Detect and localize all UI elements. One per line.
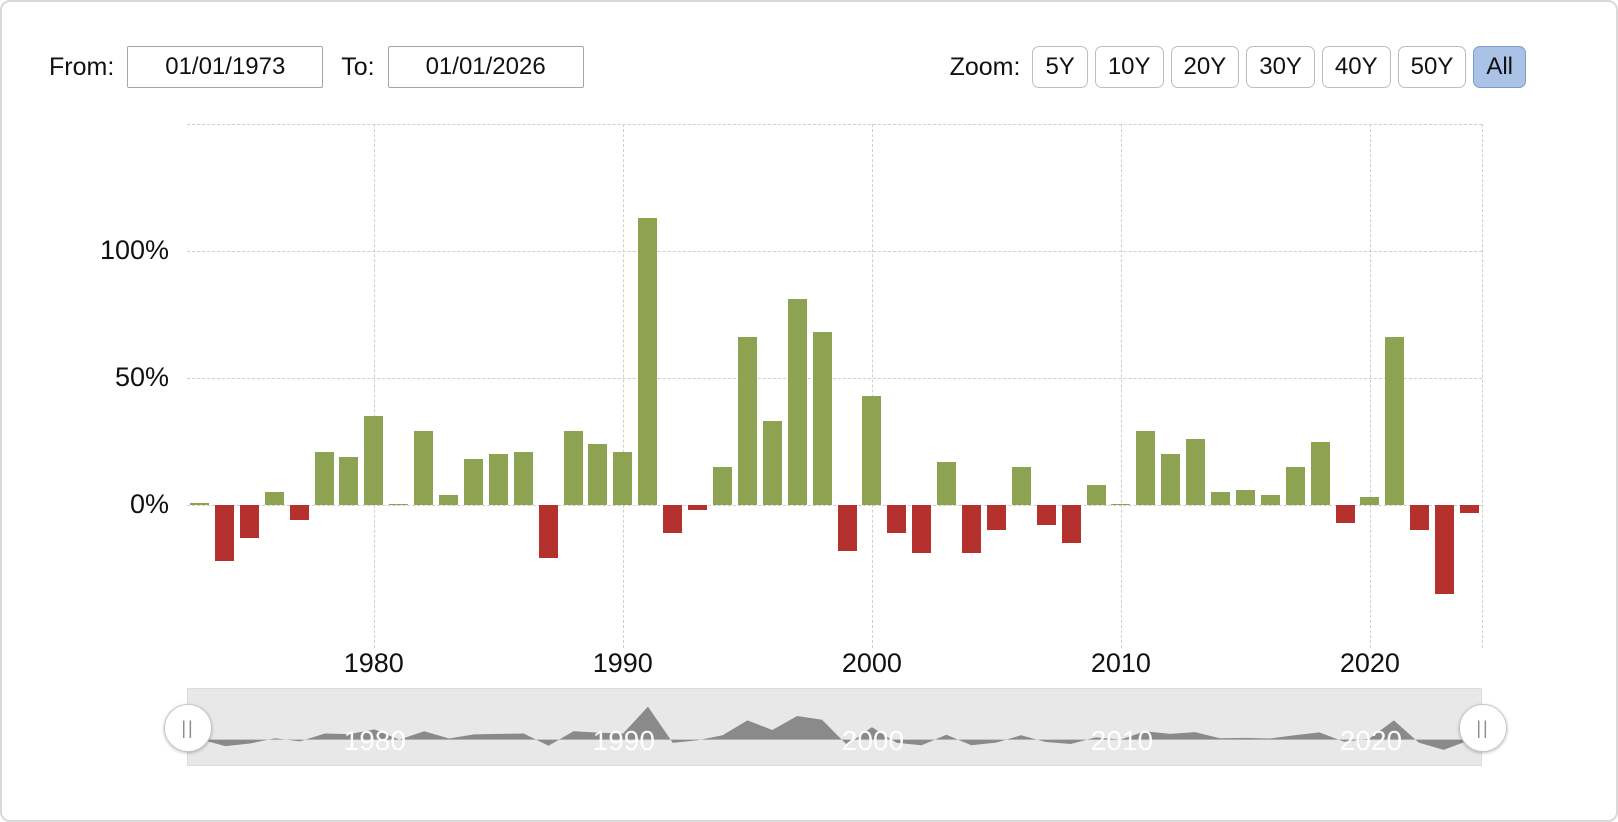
bar-1996[interactable] — [762, 421, 782, 505]
navigator-area-series — [188, 706, 1481, 750]
h-gridline-150 — [187, 124, 1482, 125]
h-gridline-100 — [187, 251, 1482, 252]
navigator-mini-chart — [188, 706, 1481, 750]
x-axis-label-2000: 2000 — [841, 648, 902, 678]
bar-2010[interactable] — [1111, 503, 1131, 505]
from-label: From: — [49, 52, 115, 81]
right-handle-grip-icon: || — [1476, 717, 1490, 738]
navigator-label-1990: 1990 — [592, 725, 655, 756]
bar-2018[interactable] — [1310, 441, 1330, 505]
y-axis-label-0: 0% — [129, 489, 169, 519]
to-date-input[interactable] — [387, 46, 584, 88]
bar-2024[interactable] — [1460, 505, 1479, 513]
bar-1992[interactable] — [663, 505, 683, 533]
to-label: To: — [341, 52, 375, 81]
x-axis-label-1980: 1980 — [343, 648, 404, 678]
bar-2011[interactable] — [1136, 431, 1156, 505]
bar-1977[interactable] — [289, 505, 309, 521]
zoom-button-50y[interactable]: 50Y — [1397, 46, 1467, 88]
zoom-button-all[interactable]: All — [1473, 46, 1526, 88]
v-gridline-2010 — [1120, 124, 1122, 648]
bar-2021[interactable] — [1385, 337, 1405, 505]
bar-2012[interactable] — [1161, 454, 1181, 505]
navigator-label-2010: 2010 — [1090, 725, 1154, 756]
bar-1975[interactable] — [239, 505, 259, 538]
x-axis-label-2010: 2010 — [1090, 648, 1151, 678]
bar-2002[interactable] — [912, 505, 932, 554]
zoom-button-40y[interactable]: 40Y — [1321, 46, 1391, 88]
bar-1999[interactable] — [837, 505, 857, 551]
navigator-label-2000: 2000 — [841, 725, 905, 756]
bar-2008[interactable] — [1061, 505, 1081, 544]
v-gridline-right-edge — [1482, 124, 1483, 648]
v-gridline-1990 — [622, 124, 624, 648]
bar-1995[interactable] — [737, 337, 757, 505]
bar-1991[interactable] — [638, 218, 658, 505]
bar-2000[interactable] — [862, 395, 882, 505]
bar-1985[interactable] — [488, 454, 508, 505]
range-navigator[interactable]: 1980 1990 2000 2010 2020 || || — [164, 688, 1507, 766]
y-axis-label-100: 100% — [99, 235, 169, 265]
bar-2015[interactable] — [1235, 489, 1255, 505]
y-axis-label-50: 50% — [114, 362, 169, 392]
bar-1997[interactable] — [787, 299, 807, 505]
bar-1994[interactable] — [712, 466, 732, 505]
v-gridline-2000 — [871, 124, 873, 648]
bar-2006[interactable] — [1011, 466, 1031, 505]
v-gridline-1980 — [373, 124, 375, 648]
bar-2022[interactable] — [1410, 505, 1430, 531]
bar-2019[interactable] — [1335, 505, 1355, 523]
bar-1993[interactable] — [688, 505, 707, 511]
bar-1984[interactable] — [463, 459, 483, 505]
bar-2004[interactable] — [962, 505, 981, 554]
zoom-button-5y[interactable]: 5Y — [1032, 46, 1088, 88]
bar-2016[interactable] — [1260, 494, 1280, 505]
plot-area: 100% 50% 0% 1980 1990 2000 2010 2020 — [100, 124, 1483, 684]
from-date-input[interactable] — [127, 46, 324, 88]
bar-1982[interactable] — [414, 431, 434, 505]
navigator-left-handle[interactable]: || — [164, 704, 212, 752]
bar-1983[interactable] — [439, 494, 458, 505]
bar-1974[interactable] — [214, 505, 234, 561]
bar-2013[interactable] — [1186, 439, 1206, 505]
bar-2003[interactable] — [937, 461, 957, 505]
bar-2005[interactable] — [986, 505, 1006, 531]
zoom-button-30y[interactable]: 30Y — [1246, 46, 1315, 88]
zoom-label: Zoom: — [949, 52, 1021, 81]
h-gridline-0 — [187, 505, 1482, 506]
bar-1980[interactable] — [364, 416, 384, 505]
bar-2007[interactable] — [1036, 505, 1056, 526]
bar-2017[interactable] — [1285, 466, 1305, 505]
left-handle-grip-icon: || — [181, 717, 195, 738]
bar-2009[interactable] — [1086, 484, 1106, 505]
navigator-right-handle[interactable]: || — [1459, 704, 1507, 752]
bar-1973[interactable] — [190, 502, 209, 505]
bar-1986[interactable] — [513, 451, 533, 505]
zoom-buttons: 5Y 10Y 20Y 30Y 40Y 50Y All — [1032, 46, 1526, 88]
bar-2020[interactable] — [1360, 497, 1380, 505]
bar-1998[interactable] — [812, 332, 832, 505]
bar-1978[interactable] — [314, 451, 334, 505]
bar-1988[interactable] — [563, 431, 583, 505]
bar-1990[interactable] — [613, 451, 633, 505]
h-gridline-50 — [187, 378, 1482, 379]
bar-1979[interactable] — [339, 456, 359, 505]
x-axis-label-2020: 2020 — [1339, 648, 1400, 678]
zoom-button-20y[interactable]: 20Y — [1170, 46, 1240, 88]
zoom-button-10y[interactable]: 10Y — [1094, 46, 1164, 88]
bar-1987[interactable] — [538, 505, 558, 559]
bar-2001[interactable] — [887, 505, 907, 533]
v-gridline-2020 — [1369, 124, 1371, 648]
navigator-label-1980: 1980 — [343, 725, 406, 756]
bar-2023[interactable] — [1435, 505, 1455, 594]
zoom-button-group: Zoom: 5Y 10Y 20Y 30Y 40Y 50Y All — [950, 46, 1526, 88]
navigator-label-2020: 2020 — [1339, 725, 1403, 756]
bar-1981[interactable] — [389, 503, 409, 505]
bar-1989[interactable] — [588, 444, 608, 505]
bar-2014[interactable] — [1211, 492, 1230, 505]
bar-1976[interactable] — [264, 492, 284, 505]
x-axis-label-1990: 1990 — [592, 648, 653, 678]
